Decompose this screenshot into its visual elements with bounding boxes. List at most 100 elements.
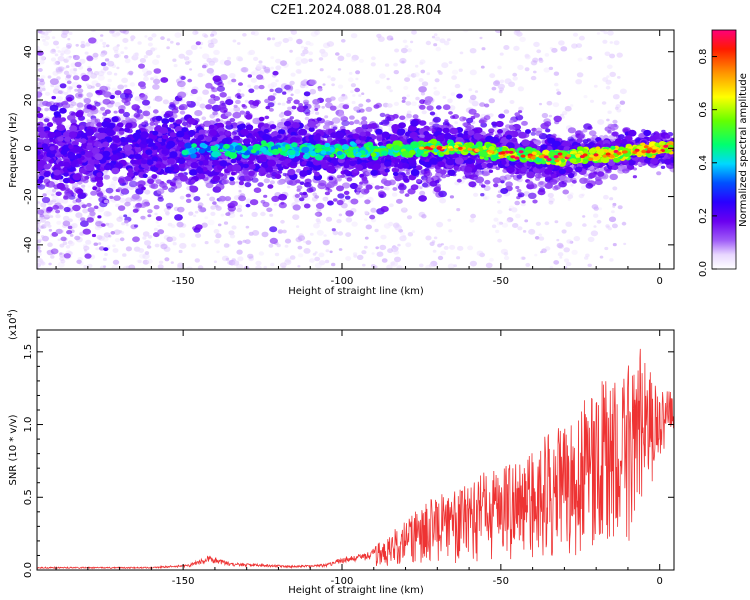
spectrogram-noise-blob	[237, 240, 243, 245]
spectrogram-noise-blob	[250, 31, 256, 35]
spectrogram-noise-blob	[116, 44, 120, 47]
spectrogram-core-blob	[225, 120, 232, 126]
spectrogram-noise-blob	[577, 57, 583, 62]
spectrogram-noise-blob	[470, 213, 476, 219]
spectrogram-noise-blob	[476, 250, 484, 256]
spectrogram-halo-blob	[505, 181, 513, 188]
spectrogram-noise-blob	[506, 217, 514, 223]
spectrogram-noise-blob	[447, 263, 455, 269]
spectrogram-halo-blob	[139, 94, 148, 101]
spectrogram-halo-blob	[532, 199, 538, 204]
spectrogram-noise-blob	[166, 46, 170, 50]
spectrogram-halo-blob	[165, 202, 174, 209]
spectrogram-noise-blob	[44, 107, 49, 112]
spectrogram-halo-blob	[82, 228, 92, 235]
spectrogram-noise-blob	[290, 93, 294, 97]
spectrogram-noise-blob	[60, 53, 64, 56]
spectrogram-noise-blob	[606, 118, 610, 122]
spectrogram-noise-blob	[350, 90, 354, 94]
spectrogram-halo-blob	[399, 115, 406, 121]
spectrogram-halo-blob	[302, 191, 307, 196]
spectrogram-halo-blob	[468, 174, 475, 180]
spectrogram-halo-blob	[563, 180, 568, 183]
spectrogram-noise-blob	[207, 42, 215, 49]
spectrogram-halo-blob	[60, 236, 67, 242]
spectrogram-noise-blob	[204, 241, 209, 245]
spectrogram-noise-blob	[479, 36, 483, 40]
spectrogram-halo-blob	[142, 99, 150, 106]
spectrogram-halo-blob	[521, 200, 526, 204]
spectrogram-core-blob	[86, 104, 93, 110]
spectrogram-noise-blob	[275, 65, 282, 71]
spectrogram-halo-blob	[432, 116, 441, 123]
spectrogram-noise-blob	[528, 228, 536, 235]
spectrogram-noise-blob	[50, 255, 55, 259]
spectrogram-halo-blob	[324, 120, 332, 126]
spectrogram-halo-blob	[219, 100, 225, 105]
spectrogram-halo-blob	[456, 178, 462, 183]
spectrogram-halo-blob	[286, 100, 292, 104]
spectrogram-noise-blob	[106, 83, 111, 88]
spectrogram-noise-blob	[576, 72, 584, 78]
spectrogram-noise-blob	[110, 180, 118, 186]
spectrogram-noise-blob	[361, 250, 367, 255]
spectrogram-noise-blob	[621, 221, 627, 226]
spectrogram-noise-blob	[314, 256, 321, 262]
spectrogram-halo-blob	[294, 193, 300, 198]
spectrogram-noise-blob	[206, 193, 210, 196]
spectrogram-noise-blob	[503, 109, 510, 114]
spectrogram-noise-blob	[103, 232, 111, 238]
spectrogram-noise-blob	[393, 118, 400, 124]
spectrogram-halo-blob	[327, 200, 334, 206]
spectrogram-noise-blob	[144, 251, 150, 255]
spectrogram-halo-blob	[480, 122, 488, 128]
spectrogram-noise-blob	[517, 86, 525, 92]
spectrogram-noise-blob	[105, 222, 110, 226]
spectrogram-noise-blob	[137, 259, 142, 264]
spectrogram-halo-blob	[607, 130, 612, 134]
spectrogram-noise-blob	[145, 49, 153, 56]
spectrogram-noise-blob	[92, 52, 99, 58]
spectrogram-noise-blob	[410, 73, 417, 78]
spectrogram-noise-blob	[495, 229, 500, 234]
spectrogram-noise-blob	[467, 245, 474, 251]
spectrogram-noise-blob	[604, 246, 609, 251]
spectrogram-noise-blob	[309, 258, 315, 263]
spectrogram-noise-blob	[224, 59, 232, 66]
spectrogram-noise-blob	[175, 42, 180, 46]
spectrogram-halo-blob	[100, 223, 106, 227]
spectrogram-halo-blob	[257, 182, 264, 188]
spectrogram-halo-blob	[337, 193, 345, 199]
spectrogram-noise-blob	[253, 31, 259, 36]
spectrogram-halo-blob	[363, 188, 370, 194]
spectrogram-noise-blob	[124, 46, 128, 50]
spectrogram-halo-blob	[225, 99, 234, 106]
spectrogram-noise-blob	[522, 230, 527, 233]
spectrogram-noise-blob	[421, 214, 427, 219]
spectrogram-noise-blob	[509, 100, 515, 104]
spectrogram-halo-blob	[530, 131, 536, 136]
spectrogram-halo-blob	[86, 67, 93, 72]
spectrogram-noise-blob	[64, 91, 69, 96]
spectrogram-noise-blob	[216, 250, 220, 254]
spectrogram-noise-blob	[69, 68, 77, 74]
spectrogram-noise-blob	[375, 80, 380, 85]
spectrogram-halo-blob	[67, 225, 73, 230]
spectrogram-noise-blob	[153, 47, 158, 51]
spectrogram-noise-blob	[611, 210, 615, 214]
spectrogram-noise-blob	[65, 65, 70, 69]
spectrogram-noise-blob	[554, 220, 559, 224]
spectrogram-halo-blob	[177, 206, 185, 213]
spectrogram-halo-blob	[418, 195, 427, 202]
spectrogram-noise-blob	[130, 35, 136, 40]
spectrogram-noise-blob	[282, 229, 287, 234]
spectrogram-noise-blob	[434, 78, 440, 83]
spectrogram-halo-blob	[324, 191, 330, 196]
spectrogram-noise-blob	[112, 176, 118, 182]
spectrogram-noise-blob	[569, 240, 574, 244]
spectrogram-halo-blob	[242, 105, 248, 109]
spectrogram-halo-blob	[94, 102, 101, 107]
spectrogram-noise-blob	[272, 92, 277, 96]
spectrogram-noise-blob	[324, 259, 330, 264]
